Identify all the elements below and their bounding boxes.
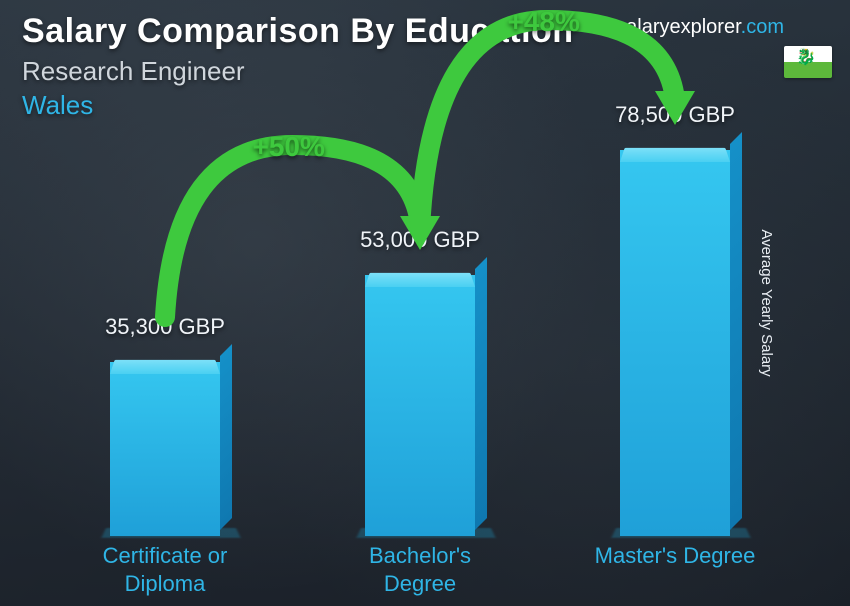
bar-chart: 35,300 GBP53,000 GBP78,500 GBP+50%+48%	[50, 150, 780, 536]
infographic-canvas: Salary Comparison By Education Research …	[0, 0, 850, 606]
flag-top: 🐉	[784, 46, 832, 62]
job-title: Research Engineer	[22, 56, 245, 87]
category-label-1: Bachelor's Degree	[330, 542, 510, 597]
increase-pct-1: +48%	[508, 6, 580, 38]
category-label-2: Master's Degree	[585, 542, 765, 570]
category-labels: Certificate or Diploma Bachelor's Degree M…	[50, 542, 780, 598]
increase-arrow-1	[370, 0, 725, 536]
bar-side	[730, 132, 742, 530]
dragon-icon: 🐉	[796, 50, 816, 66]
category-label-0: Certificate or Diploma	[75, 542, 255, 597]
brand-tld: .com	[741, 16, 784, 38]
flag-icon: 🐉	[784, 46, 832, 78]
region-label: Wales	[22, 90, 93, 121]
increase-pct-0: +50%	[253, 131, 325, 163]
